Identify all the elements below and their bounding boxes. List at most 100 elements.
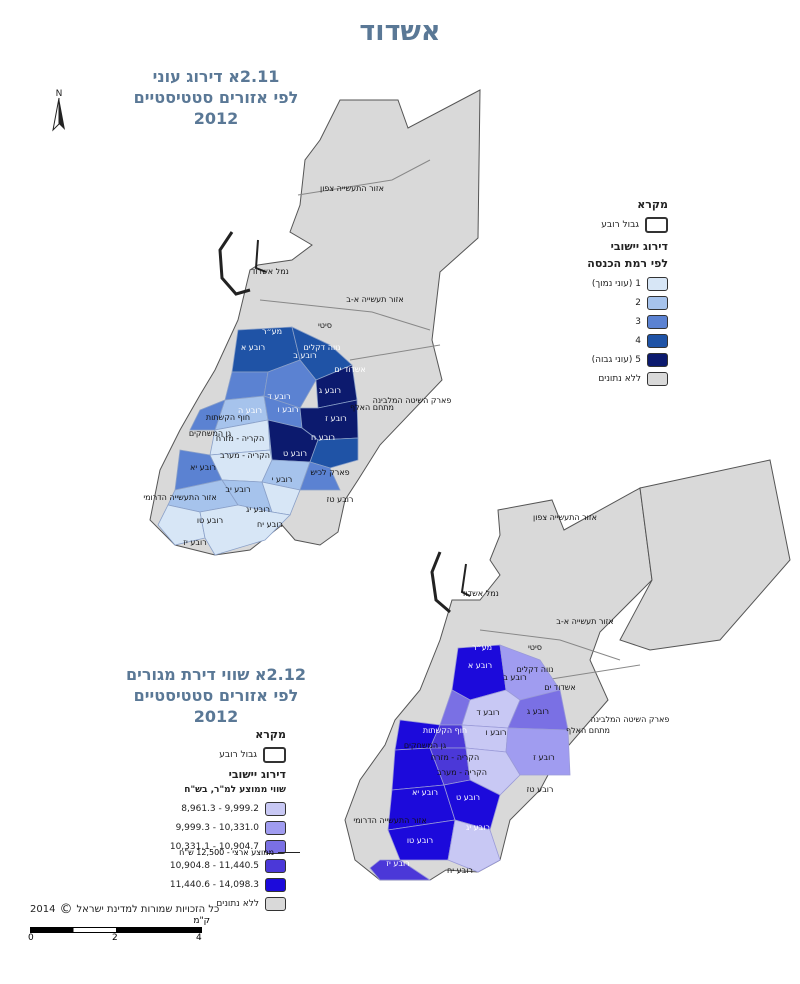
map1-label-1: נמל אשדוד <box>251 267 289 276</box>
copyright-icon: © <box>59 902 73 917</box>
map2-title: 2.12א שווי דירת מגורים לפי אזורים סטטיסט… <box>96 664 336 727</box>
map1-label-10: רובע ד <box>267 392 290 401</box>
legend-class-label: 2 <box>635 297 641 308</box>
map2-label-19: רובע יג <box>466 823 490 832</box>
page-title: אשדוד <box>359 16 441 47</box>
map2-labels: אזור התעשייה צפון נמל אשדוד אזור תעשייה … <box>353 513 669 875</box>
map1-label-17: רובע יא <box>190 463 216 472</box>
map2-label-6: רובע א <box>468 661 492 670</box>
map2-label-2: אזור תעשייה א-ב <box>556 617 614 626</box>
legend-class-label: 5 (עוני גבוה) <box>591 354 641 365</box>
map2-legend-class-0: 9,999.2 - 8,961.3 <box>176 799 286 818</box>
map1-label-11: רובע ה <box>238 406 262 415</box>
map1-label-12: רובע ו <box>277 405 298 414</box>
map1-label-26: אזור התעשייה הדרומי <box>143 493 216 502</box>
map1-title-line2: לפי אזורים סטטיסטיים <box>133 88 299 107</box>
legend-swatch-icon <box>265 839 286 854</box>
legend-swatch-icon <box>647 371 668 386</box>
scale-tick-2: 2 <box>112 933 118 943</box>
map1-label-24: חוף הקשתות <box>206 413 250 422</box>
map2-label-17: רובע יא <box>412 788 438 797</box>
map1-labels: אזור התעשייה צפון נמל אשדוד אזור תעשייה … <box>143 184 451 547</box>
legend-class-label: 4 <box>635 335 641 346</box>
copyright-text: כל הזכויות שמורות למדינת ישראל <box>76 904 220 915</box>
map1-port-pier <box>254 239 267 273</box>
legend-class-label: 10,331.0 - 9,999.3 <box>175 822 259 833</box>
map1-label-31: רובע יח <box>257 520 283 529</box>
map1-legend-class-4: 5 (עוני גבוה) <box>558 350 668 369</box>
map1-label-4: מע״ר <box>262 327 282 336</box>
map2-legend-class-5: ללא נתונים <box>176 894 286 913</box>
map2-label-7: רובע ב <box>503 673 527 682</box>
map2-port-pier <box>460 563 471 597</box>
map1-label-18: רובע יב <box>225 485 250 494</box>
map1-legend-sub1: דירוג יישובי <box>610 240 668 253</box>
map1-label-2: אזור תעשייה א-ב <box>346 295 404 304</box>
map1-label-9: רובע ג <box>319 386 341 395</box>
map2-label-1: נמל אשדוד <box>461 589 499 598</box>
map2-title-line1: 2.12א שווי דירת מגורים <box>125 665 307 684</box>
map2-average-note: ממוצע ארצי - 12,500 ש"ח <box>179 848 274 857</box>
map1-legend-class-2: 3 <box>558 312 668 331</box>
scale-tick-4: 4 <box>196 933 202 943</box>
map2-legend-class-1: 10,331.0 - 9,999.3 <box>176 818 286 837</box>
map1-label-14: רובע ח <box>311 433 335 442</box>
legend-class-label: 10,904.7 - 10,331.1 <box>169 841 259 852</box>
map2-legend-boundary: גבול רובע <box>176 745 286 764</box>
map2-label-3: סיטי <box>528 643 542 652</box>
legend-swatch-icon <box>265 877 286 892</box>
svg-text:N: N <box>56 89 63 99</box>
map1-label-27: הקריה - מערב <box>220 451 270 460</box>
map1-legend-class-0: 1 (עוני נמוך) <box>558 274 668 293</box>
map2-label-22: מתחם האלף <box>566 726 610 735</box>
map2-label-10: רובע ד <box>476 708 499 717</box>
legend-swatch-icon <box>647 295 668 310</box>
legend-class-label: ללא נתונים <box>598 373 641 384</box>
legend-swatch-icon <box>265 896 286 911</box>
legend-class-label: ללא נתונים <box>216 898 259 909</box>
legend-swatch-icon <box>647 276 668 291</box>
map1-label-13: רובע ז <box>325 414 347 423</box>
map1-label-20: רובע טו <box>197 516 223 525</box>
map1-label-16: רובע י <box>272 475 293 484</box>
map2-title-line2: לפי אזורים סטטיסטיים <box>133 686 299 705</box>
map1-title: 2.11א דירוג עוני לפי אזורים סטטיסטיים 20… <box>96 66 336 129</box>
legend-class-label: 3 <box>635 316 641 327</box>
map2-label-4: מע״ר <box>472 643 492 652</box>
map1-stat-areas <box>157 326 359 556</box>
map1-legend: מקרא גבול רובע דירוג יישובי לפי רמת הכנס… <box>558 196 668 388</box>
north-arrow-icon: N <box>48 86 70 136</box>
map2-label-28: הקריה - מזרח <box>431 753 479 762</box>
map1-legend-sub2: לפי רמת הכנסה <box>587 257 668 270</box>
map1-legend-class-3: 4 <box>558 331 668 350</box>
scale-bar-graphic <box>30 927 202 933</box>
map2-legend-class-2: 10,904.7 - 10,331.1 <box>170 837 286 856</box>
legend-swatch-icon <box>265 858 286 873</box>
scale-bar: ק"מ 0 2 4 <box>28 916 210 946</box>
map2-label-30: רובע טז <box>527 785 554 794</box>
legend-class-label: 11,440.5 - 10,904.8 <box>169 860 259 871</box>
map2-label-25: גן המשחקים <box>404 741 447 750</box>
map1-label-29: פארק לכיש <box>310 468 349 477</box>
map2-label-8: אשדוד ים <box>544 683 576 692</box>
map1-title-line3: 2012 <box>193 109 239 128</box>
map2-legend-sub1: דירוג יישובי <box>228 768 286 781</box>
legend-swatch-icon <box>265 801 286 816</box>
map2-legend-class-4: 14,098.3 - 11,440.6 <box>170 875 286 894</box>
map1-label-7: רובע ב <box>293 351 317 360</box>
map2-average-line <box>278 852 300 853</box>
boundary-swatch-icon <box>645 216 668 233</box>
legend-class-label: 9,999.2 - 8,961.3 <box>181 803 259 814</box>
map2-label-21: רובע יז <box>386 859 409 868</box>
map2-label-23: פארק השיטה המלבינה <box>591 715 670 724</box>
map2-label-12: רובע ו <box>485 728 506 737</box>
map1-label-3: סיטי <box>318 321 332 330</box>
map2-label-26: אזור התעשייה הדרומי <box>353 816 426 825</box>
map2-average-marker: ממוצע ארצי - 12,500 ש"ח <box>110 848 300 857</box>
map2-legend-class-3: 11,440.5 - 10,904.8 <box>170 856 286 875</box>
map2-label-15: רובע ט <box>456 793 480 802</box>
map1-label-6: רובע א <box>241 343 265 352</box>
legend-swatch-icon <box>265 820 286 835</box>
